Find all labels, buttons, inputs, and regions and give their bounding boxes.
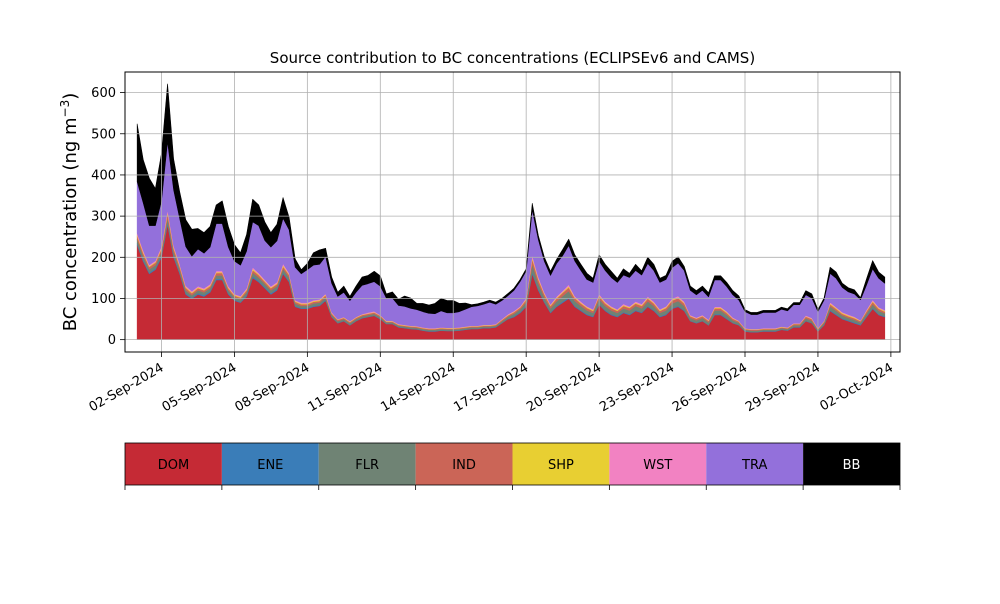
- y-tick-label: 100: [91, 292, 116, 307]
- legend-label-tra: TRA: [741, 458, 767, 473]
- y-tick-label: 400: [91, 168, 116, 183]
- y-tick-label: 600: [91, 86, 116, 101]
- y-axis-title-exponent: −3: [58, 100, 72, 118]
- legend-swatch-wst: [609, 443, 707, 485]
- plot-frame: [124, 71, 901, 353]
- legend-label-flr: FLR: [355, 458, 379, 473]
- stacked-areas: [136, 83, 886, 340]
- legend-swatch-tra: [706, 443, 804, 485]
- area-bb: [136, 83, 886, 315]
- y-tick-label: 300: [91, 210, 116, 225]
- legend-swatch-bb: [803, 443, 900, 485]
- legend-label-dom: DOM: [158, 458, 189, 473]
- y-axis-title-end: ): [60, 93, 81, 100]
- y-axis-title: BC concentration (ng m−3): [58, 93, 81, 332]
- legend-label-wst: WST: [643, 458, 672, 473]
- legend-swatch-flr: [318, 443, 416, 485]
- grid-lines: [125, 72, 900, 352]
- legend-swatch-dom: [125, 443, 222, 485]
- y-tick-label: 500: [91, 127, 116, 142]
- y-tick-label: 200: [91, 251, 116, 266]
- legend-swatch-shp: [512, 443, 610, 485]
- y-axis: 0 100 200 300 400 500 600: [91, 86, 125, 348]
- legend-swatch-ind: [415, 443, 513, 485]
- legend-swatch-ene: [221, 443, 319, 485]
- legend-label-shp: SHP: [548, 458, 574, 473]
- legend-label-ene: ENE: [257, 458, 283, 473]
- y-axis-title-text: BC concentration (ng m: [60, 117, 81, 331]
- y-tick-label: 0: [108, 333, 116, 348]
- chart-title: Source contribution to BC concentrations…: [270, 49, 755, 67]
- legend: DOM ENE FLR IND SHP WST TRA BB: [124, 442, 901, 490]
- legend-label-bb: BB: [843, 458, 861, 473]
- legend-label-ind: IND: [452, 458, 476, 473]
